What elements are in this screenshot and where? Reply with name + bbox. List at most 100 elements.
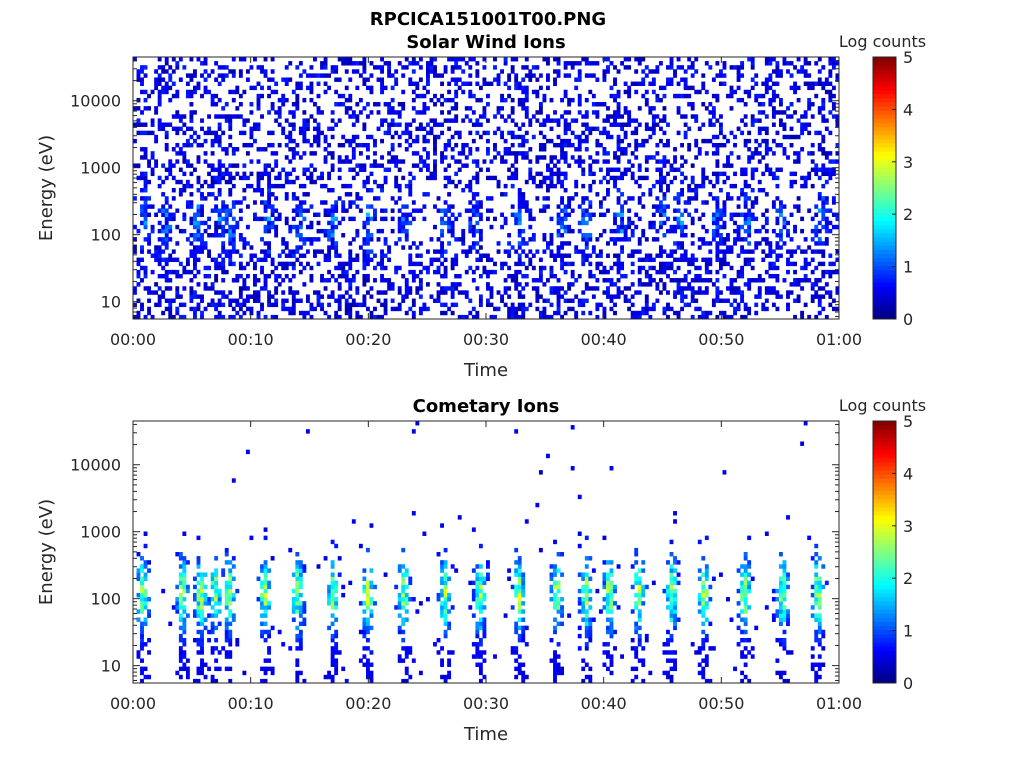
spectrogram-cell <box>327 601 332 606</box>
spectrogram-cell <box>486 269 490 275</box>
spectrogram-cell <box>595 314 600 320</box>
spectrogram-cell <box>334 314 339 320</box>
spectrogram-cell <box>443 65 448 70</box>
spectrogram-cell <box>253 122 257 127</box>
spectrogram-cell <box>507 151 512 156</box>
spectrogram-cell <box>680 306 685 312</box>
spectrogram-cell <box>764 130 769 136</box>
spectrogram-cell <box>507 314 512 320</box>
colorbar-segment <box>873 290 896 295</box>
spectrogram-cell <box>475 171 480 177</box>
spectrogram-cell <box>637 249 642 254</box>
spectrogram-cell <box>651 306 656 312</box>
spectrogram-cell <box>743 282 748 287</box>
spectrogram-cell <box>468 89 473 95</box>
spectrogram-cell <box>217 310 222 316</box>
spectrogram-cell <box>595 159 600 164</box>
spectrogram-cell <box>337 102 342 107</box>
spectrogram-cell <box>344 69 349 74</box>
spectrogram-cell <box>517 245 522 250</box>
spectrogram-cell <box>535 118 540 123</box>
spectrogram-cell <box>577 302 582 308</box>
colorbar-segment <box>873 192 896 197</box>
spectrogram-cell <box>313 118 317 123</box>
spectrogram-cell <box>425 155 430 160</box>
spectrogram-cell <box>178 273 183 279</box>
spectrogram-cell <box>330 560 335 565</box>
spectrogram-cell <box>609 265 614 271</box>
spectrogram-cell <box>718 188 723 193</box>
colorbar-frame <box>872 56 897 320</box>
spectrogram-cell <box>196 601 201 606</box>
spectrogram-cell <box>708 310 713 316</box>
spectrogram-cell <box>683 200 688 205</box>
spectrogram-cell <box>510 57 515 62</box>
spectrogram-cell <box>443 175 448 181</box>
spectrogram-cell <box>637 290 642 295</box>
spectrogram-cell <box>362 654 367 659</box>
spectrogram-cell <box>390 85 395 91</box>
spectrogram-cell <box>821 134 826 140</box>
spectrogram-cell <box>260 65 264 70</box>
spectrogram-cell <box>736 204 741 209</box>
spectrogram-cell <box>147 310 151 316</box>
spectrogram-cell <box>143 543 148 549</box>
spectrogram-cell <box>701 81 706 86</box>
spectrogram-cell <box>298 269 303 275</box>
spectrogram-cell <box>133 314 137 320</box>
spectrogram-cell <box>185 179 190 185</box>
spectrogram-cell <box>182 621 187 627</box>
spectrogram-cell <box>697 216 702 222</box>
spectrogram-cell <box>397 654 402 659</box>
spectrogram-cell <box>245 142 250 148</box>
spectrogram-cell <box>655 142 660 148</box>
spectrogram-cell <box>214 175 219 181</box>
spectrogram-cell <box>563 118 568 123</box>
spectrogram-cell <box>147 204 151 209</box>
spectrogram-cell <box>214 588 219 594</box>
spectrogram-cell <box>175 224 180 230</box>
spectrogram-cell <box>574 278 579 283</box>
spectrogram-cell <box>771 138 776 144</box>
spectrogram-cell <box>577 134 582 140</box>
spectrogram-cell <box>535 249 540 254</box>
spectrogram-cell <box>581 310 586 316</box>
spectrogram-cell <box>143 183 148 189</box>
spectrogram-cell <box>436 294 441 299</box>
spectrogram-cell <box>316 237 321 242</box>
spectrogram-cell <box>341 261 346 267</box>
spectrogram-cell <box>546 114 550 119</box>
spectrogram-cell <box>221 204 226 209</box>
spectrogram-cell <box>835 73 840 78</box>
spectrogram-cell <box>733 286 737 291</box>
spectrogram-cell <box>454 302 459 308</box>
spectrogram-cell <box>800 114 805 119</box>
spectrogram-cell <box>189 171 194 177</box>
spectrogram-cell <box>764 192 769 197</box>
spectrogram-cell <box>771 302 776 308</box>
spectrogram-cell <box>690 73 695 78</box>
spectrogram-cell <box>369 294 374 299</box>
spectrogram-cell <box>203 57 208 62</box>
spectrogram-cell <box>454 61 459 66</box>
spectrogram-cell <box>616 286 621 291</box>
spectrogram-cell <box>143 601 148 606</box>
spectrogram-cell <box>475 97 480 103</box>
spectrogram-cell <box>496 77 501 82</box>
spectrogram-cell <box>231 613 236 618</box>
spectrogram-cell <box>309 114 314 119</box>
spectrogram-cell <box>662 106 667 111</box>
spectrogram-cell <box>595 142 600 148</box>
spectrogram-cell <box>168 621 173 627</box>
spectrogram-cell <box>634 142 639 148</box>
spectrogram-cell <box>161 77 166 82</box>
spectrogram-cell <box>715 290 720 295</box>
spectrogram-cell <box>478 134 483 140</box>
spectrogram-cell <box>478 273 483 279</box>
spectrogram-cell <box>450 57 455 62</box>
spectrogram-cell <box>835 142 840 148</box>
spectrogram-cell <box>415 208 420 213</box>
spectrogram-cell <box>627 57 632 62</box>
spectrogram-cell <box>291 617 296 622</box>
spectrogram-cell <box>538 142 543 148</box>
